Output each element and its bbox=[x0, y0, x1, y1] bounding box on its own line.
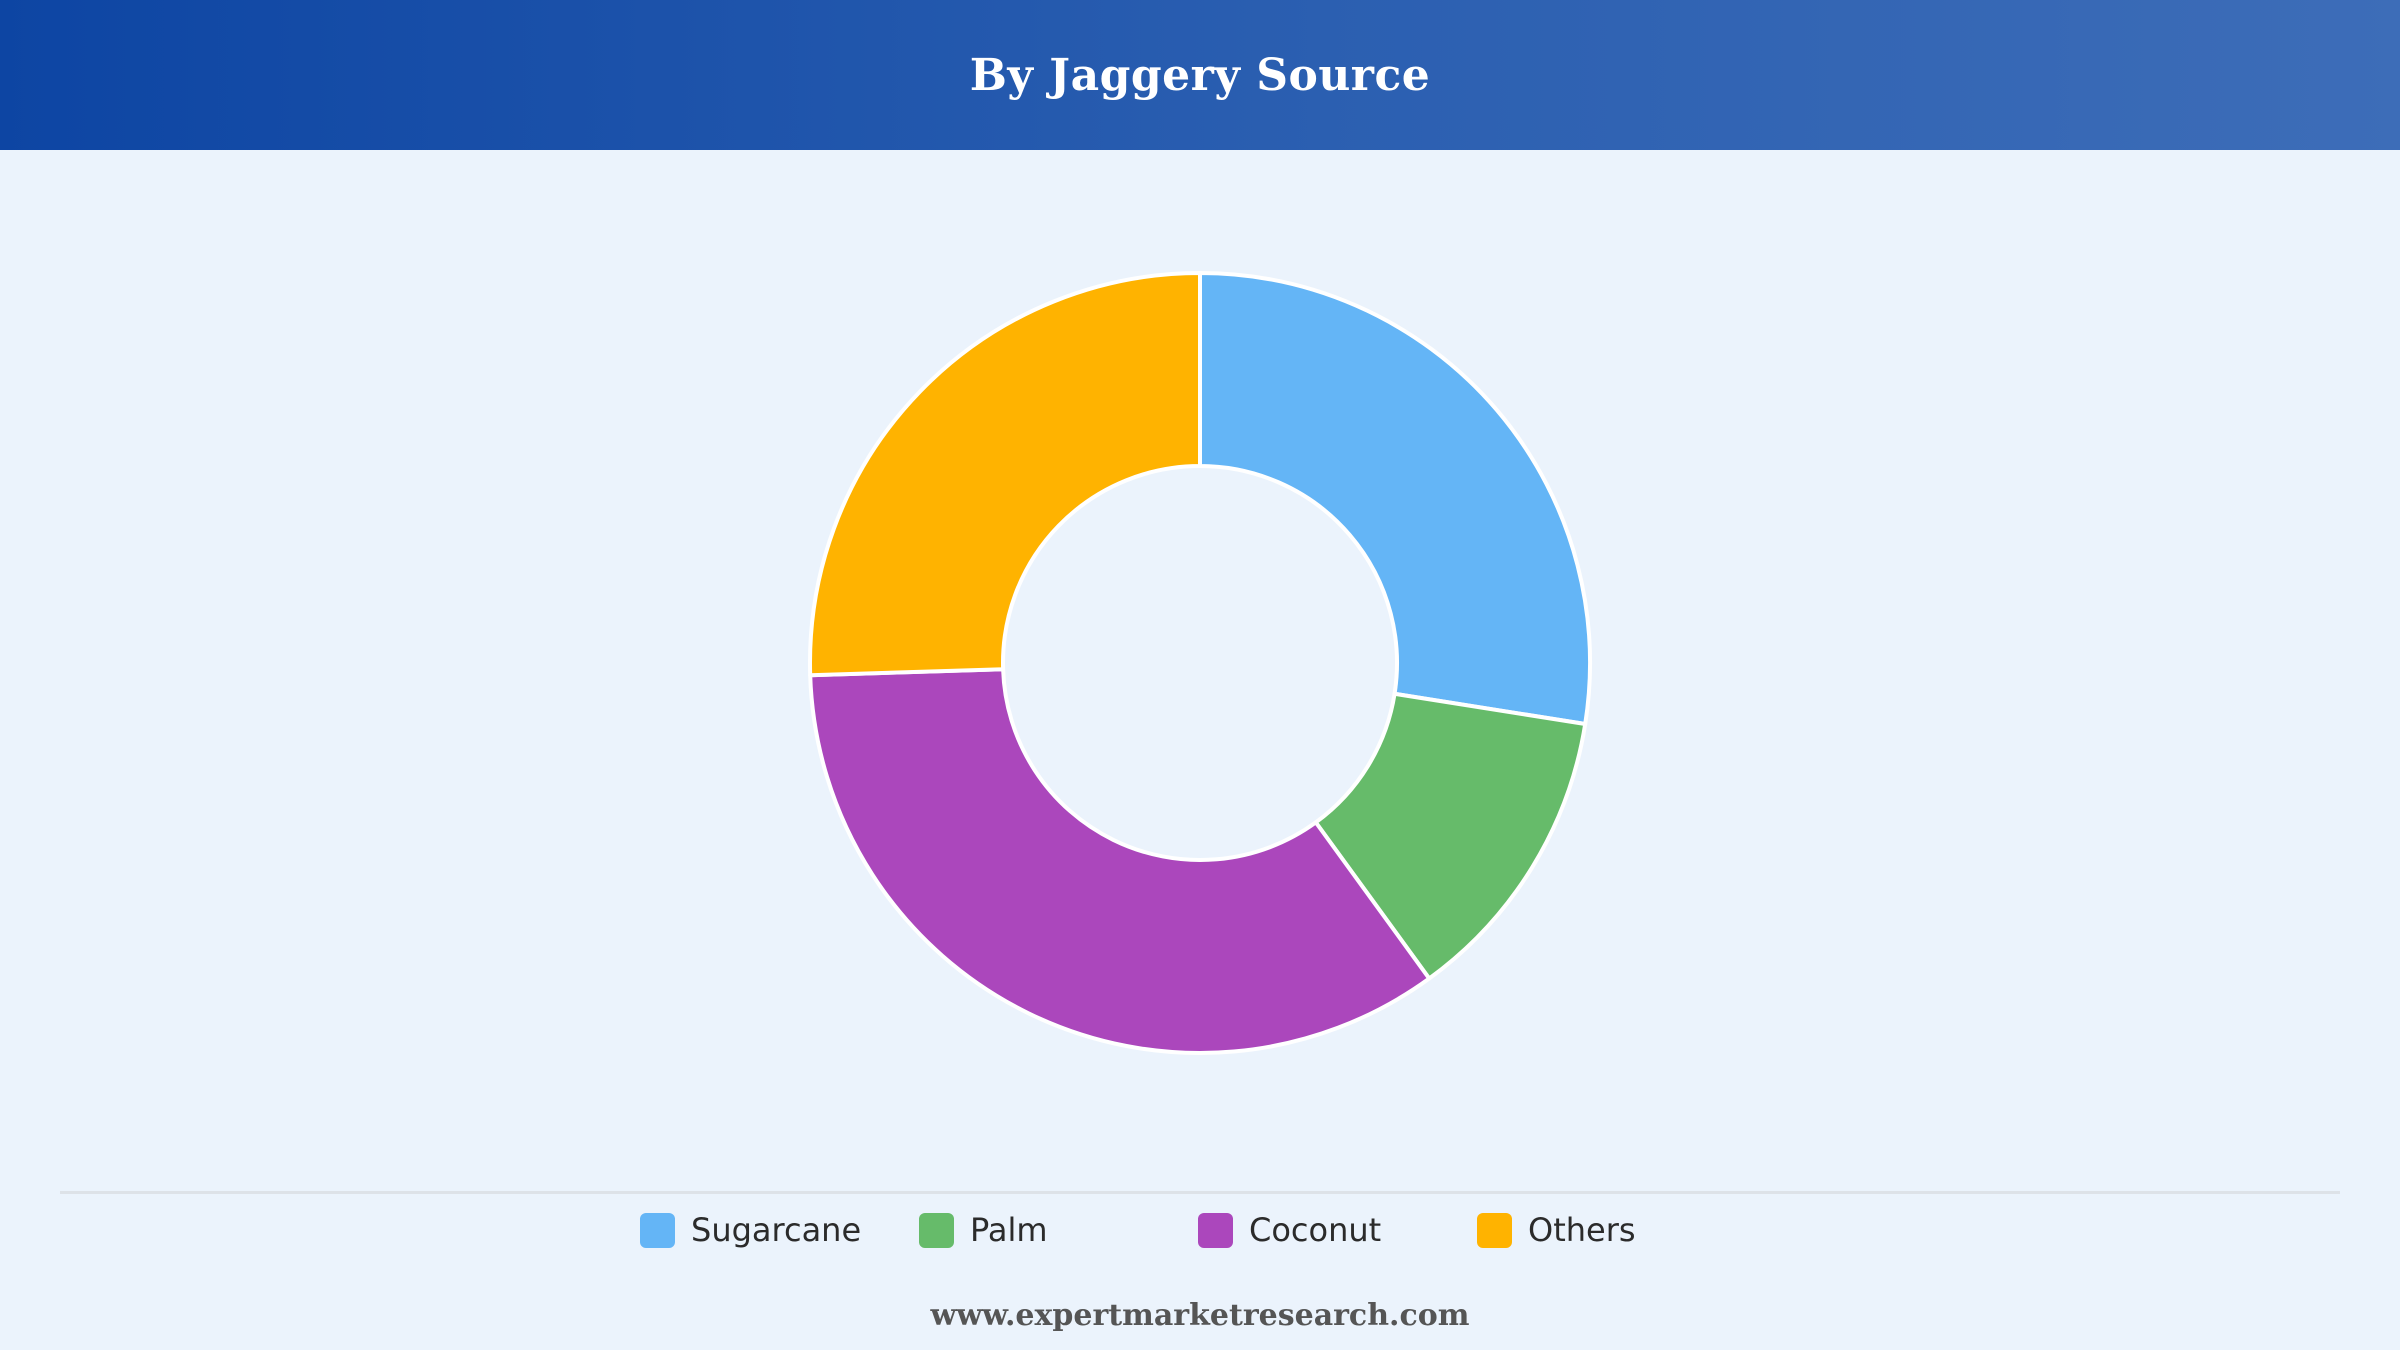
legend-label: Others bbox=[1528, 1211, 1636, 1249]
legend-label: Palm bbox=[970, 1211, 1048, 1249]
legend-item-palm[interactable]: Palm bbox=[919, 1211, 1198, 1249]
legend-divider bbox=[60, 1191, 2340, 1194]
legend-swatch-coconut bbox=[1198, 1212, 1233, 1248]
donut-slice-palm[interactable] bbox=[1313, 691, 1588, 981]
legend-label: Coconut bbox=[1249, 1211, 1382, 1249]
legend-swatch-others bbox=[1477, 1212, 1512, 1248]
donut-slice-coconut[interactable] bbox=[808, 667, 1432, 1056]
chart-legend: Sugarcane Palm Coconut Others bbox=[640, 1206, 1756, 1254]
legend-item-sugarcane[interactable]: Sugarcane bbox=[640, 1211, 919, 1249]
legend-label: Sugarcane bbox=[691, 1211, 862, 1249]
header-banner: By Jaggery Source bbox=[0, 0, 2400, 150]
legend-item-others[interactable]: Others bbox=[1477, 1211, 1756, 1249]
donut-slice-sugarcane[interactable] bbox=[1198, 271, 1592, 727]
donut-chart bbox=[0, 150, 2400, 1190]
donut-chart-svg bbox=[808, 271, 1592, 1056]
chart-title: By Jaggery Source bbox=[969, 49, 1431, 101]
source-footer: www.expertmarketresearch.com bbox=[930, 1298, 1470, 1333]
legend-swatch-palm bbox=[919, 1212, 954, 1248]
legend-swatch-sugarcane bbox=[640, 1212, 675, 1248]
legend-item-coconut[interactable]: Coconut bbox=[1198, 1211, 1477, 1249]
donut-slice-others[interactable] bbox=[808, 271, 1202, 678]
